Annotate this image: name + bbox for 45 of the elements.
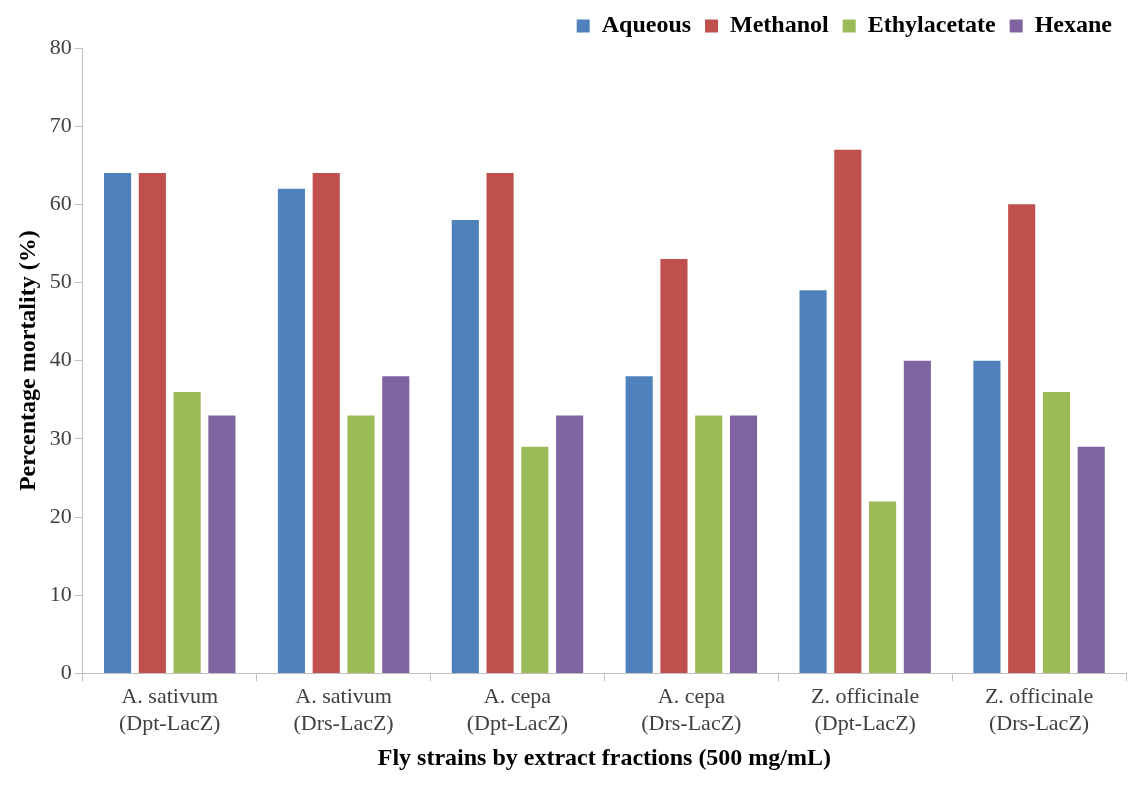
bar (486, 173, 514, 673)
bar (1077, 446, 1105, 673)
bar (1008, 204, 1036, 673)
bar (1042, 391, 1071, 673)
y-tick-label: 10 (49, 581, 72, 607)
bar (903, 360, 931, 673)
bar (521, 446, 549, 673)
y-tick-label: 40 (49, 346, 72, 372)
bar (729, 415, 758, 673)
bar (973, 360, 1001, 673)
bar (799, 290, 827, 673)
x-tick-label: A. cepa (Dpt-LacZ) (466, 683, 569, 735)
x-axis-title: Fly strains by extract fractions (500 mg/mL) (377, 743, 832, 770)
x-tick-label: Z. officinale (Drs-LacZ) (984, 683, 1094, 735)
x-tick-label: A. cepa (Drs-LacZ) (641, 683, 742, 735)
x-tick-label: Z. officinale (Dpt-LacZ) (811, 683, 920, 735)
bar (625, 376, 653, 673)
bar (277, 188, 305, 673)
y-tick-label: 20 (49, 502, 72, 528)
legend-label: Aqueous (601, 11, 692, 38)
bar (869, 501, 897, 673)
bar (104, 173, 132, 673)
legend-label: Methanol (730, 11, 830, 38)
x-tick-label: A. sativum (Drs-LacZ) (293, 683, 394, 735)
y-tick-label: 30 (49, 424, 72, 450)
bar (556, 415, 584, 673)
legend-label: Ethylacetate (867, 11, 997, 38)
bar (138, 173, 166, 673)
y-tick-label: 0 (60, 659, 72, 685)
y-tick-label: 60 (49, 190, 72, 216)
bar (382, 376, 410, 673)
legend-label: Hexane (1034, 11, 1113, 38)
y-tick-label: 80 (49, 33, 72, 59)
y-axis-title: Percentage mortality (%) (13, 230, 40, 492)
bar (208, 415, 236, 673)
bar (451, 219, 479, 673)
bar (347, 415, 375, 673)
bar (660, 259, 688, 673)
y-tick-label: 70 (49, 111, 72, 137)
bar (834, 149, 862, 673)
y-tick-label: 50 (49, 268, 72, 294)
bar (312, 173, 340, 673)
bar (173, 391, 201, 673)
x-tick-label: A. sativum (Dpt-LacZ) (119, 683, 221, 735)
bar (695, 415, 723, 673)
